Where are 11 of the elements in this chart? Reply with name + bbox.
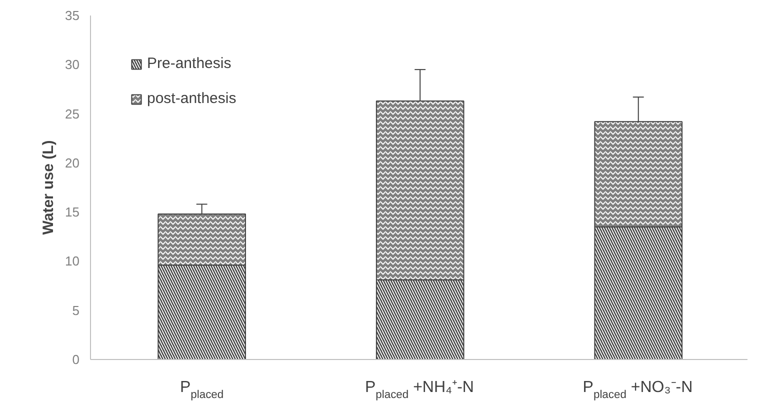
legend-label: post-anthesis [147,90,236,107]
legend-label: Pre-anthesis [147,55,232,72]
y-tick-label: 15 [65,204,80,220]
y-tick-label: 30 [65,57,80,72]
y-tick-label: 10 [65,254,80,269]
y-tick-label: 25 [65,106,80,122]
y-tick-label: 35 [65,8,80,23]
y-tick-label: 5 [72,302,80,318]
y-axis-title: Water use (L) [40,140,58,235]
y-tick-label: 0 [72,352,80,367]
y-tick-label: 20 [65,155,80,170]
